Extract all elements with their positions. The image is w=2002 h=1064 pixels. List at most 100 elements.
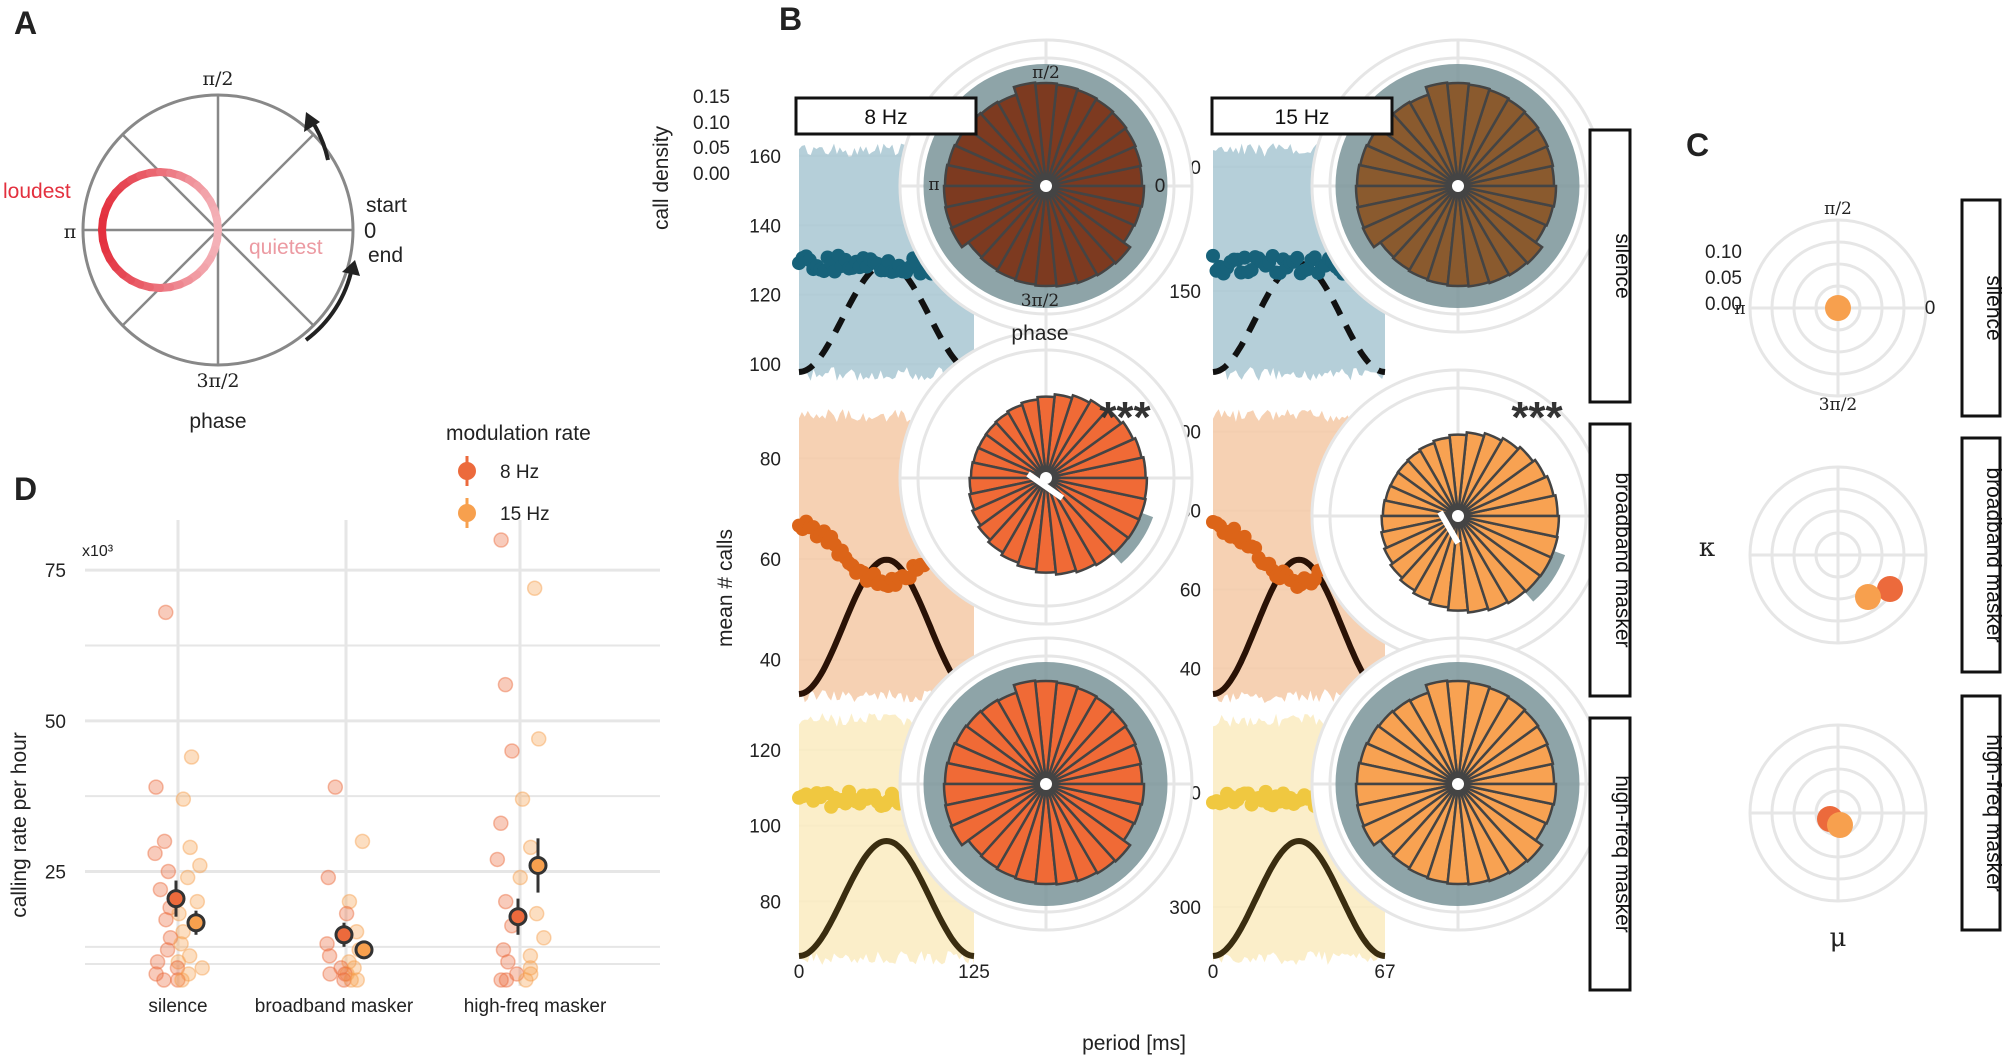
rose-bar (1044, 393, 1092, 479)
arrow-start-head-icon (304, 112, 320, 132)
phase-label-left: π (64, 221, 77, 243)
end-label: end (368, 244, 403, 267)
arrow-end (304, 267, 354, 342)
individual-point (158, 911, 174, 928)
individual-point (156, 833, 173, 850)
individual-point (504, 743, 520, 759)
polar-rtick-3: 0.00 (693, 164, 730, 185)
individual-point (349, 972, 365, 988)
individual-point (500, 954, 516, 970)
panel-b-charts: 1601401201002001508060401008060401201008… (749, 38, 1606, 965)
b-xtick-15hz-0: 0 (1208, 962, 1219, 983)
category-highfreq: high-freq masker (464, 996, 607, 1017)
b-ytick-label: 150 (1169, 282, 1201, 303)
mean-point (528, 855, 548, 875)
individual-point (343, 972, 359, 988)
c-point (1855, 584, 1881, 610)
c-point (1877, 576, 1903, 602)
rose-bar (1036, 395, 1056, 479)
panel-c-letter: C (1686, 127, 1709, 163)
legend: modulation rate 8 Hz 15 Hz (446, 422, 591, 528)
rose-bar (1044, 398, 1108, 479)
mean-point (354, 940, 374, 960)
b-ytick-label: 140 (749, 216, 781, 237)
individual-point (182, 839, 198, 856)
b-xtick-15hz-1: 67 (1374, 962, 1395, 983)
individual-point (336, 972, 352, 988)
b-ytick-label: 120 (749, 286, 781, 307)
b-mean-point (1244, 263, 1259, 278)
individual-point (497, 893, 514, 910)
individual-point (333, 960, 349, 976)
rose-center (1040, 778, 1052, 790)
legend-8hz-label: 8 Hz (500, 462, 539, 483)
start-label: start (366, 194, 407, 217)
individual-point (493, 815, 509, 832)
strip-broadband (1588, 422, 1632, 698)
individual-point (147, 845, 163, 862)
individual-point (319, 936, 335, 952)
polar-label-right: 0 (1155, 176, 1166, 197)
b-mean-point (1237, 250, 1252, 265)
category-broadband: broadband masker (255, 996, 414, 1017)
individual-point (512, 869, 528, 886)
individual-point (194, 960, 210, 976)
b-ytick-label: 80 (760, 892, 781, 913)
individual-point (495, 942, 512, 958)
strip-silence (1588, 128, 1632, 404)
b-ytick-label: 60 (760, 550, 781, 571)
phase-xlabel: phase (189, 410, 246, 433)
legend-15hz-label: 15 Hz (500, 504, 550, 525)
individual-point (337, 966, 353, 982)
phase-label-bottom: 3π/2 (196, 370, 239, 392)
individual-point (320, 869, 337, 886)
b-modulation-envelope (798, 556, 975, 697)
calling-rate-yticks: 25 50 75 (45, 561, 66, 883)
b-xtick-8hz-1: 125 (958, 962, 990, 983)
individual-point (530, 731, 547, 747)
c-point (1827, 812, 1853, 838)
b-ytick-label: 100 (749, 817, 781, 838)
strip-8hz-label: 8 Hz (864, 106, 907, 129)
individual-point (536, 930, 552, 946)
category-silence: silence (148, 996, 207, 1017)
panel-c-polars (1748, 218, 1928, 903)
individual-point (148, 966, 164, 982)
individual-point (341, 893, 358, 910)
rose-bar (1456, 431, 1504, 517)
rose-bar (1456, 436, 1520, 517)
rose-bar (1044, 393, 1074, 479)
b-mean-point (1290, 250, 1305, 265)
individual-point (493, 532, 509, 548)
rose-bar (1045, 782, 1132, 864)
b-modulation-envelope (1212, 556, 1386, 697)
calling-rate-ylabel: calling rate per hour (8, 732, 31, 918)
c-xlabel: μ (1830, 923, 1847, 953)
individual-point (341, 954, 357, 970)
b-xtick-8hz-0: 0 (794, 962, 805, 983)
c-label-right: 0 (1925, 298, 1936, 319)
strip-15hz (1210, 96, 1394, 136)
rose-center (1452, 180, 1464, 192)
panel-b-letter: B (779, 1, 802, 37)
b-ylabel-top: call density (650, 126, 673, 230)
individual-point (148, 779, 164, 795)
rose-bar (1045, 184, 1132, 266)
rose-center (1040, 180, 1052, 192)
y-multiplier: x10³ (82, 543, 114, 560)
individual-point (522, 960, 539, 976)
b-mean-point (1258, 784, 1273, 799)
individual-point (346, 960, 362, 976)
cardioid-segment (213, 215, 222, 234)
c-rtick-0: 0.10 (1705, 242, 1742, 263)
individual-point (528, 905, 545, 922)
c-strip-broadband (1960, 436, 2002, 674)
individual-point (526, 580, 543, 596)
c-strip-silence-label: silence (1982, 275, 2002, 340)
b-mean-point (1265, 249, 1280, 264)
mean-point (166, 889, 186, 909)
b-ytick-label: 80 (760, 449, 781, 470)
b-mean-point (1206, 248, 1220, 263)
loudest-label: loudest (3, 180, 71, 203)
